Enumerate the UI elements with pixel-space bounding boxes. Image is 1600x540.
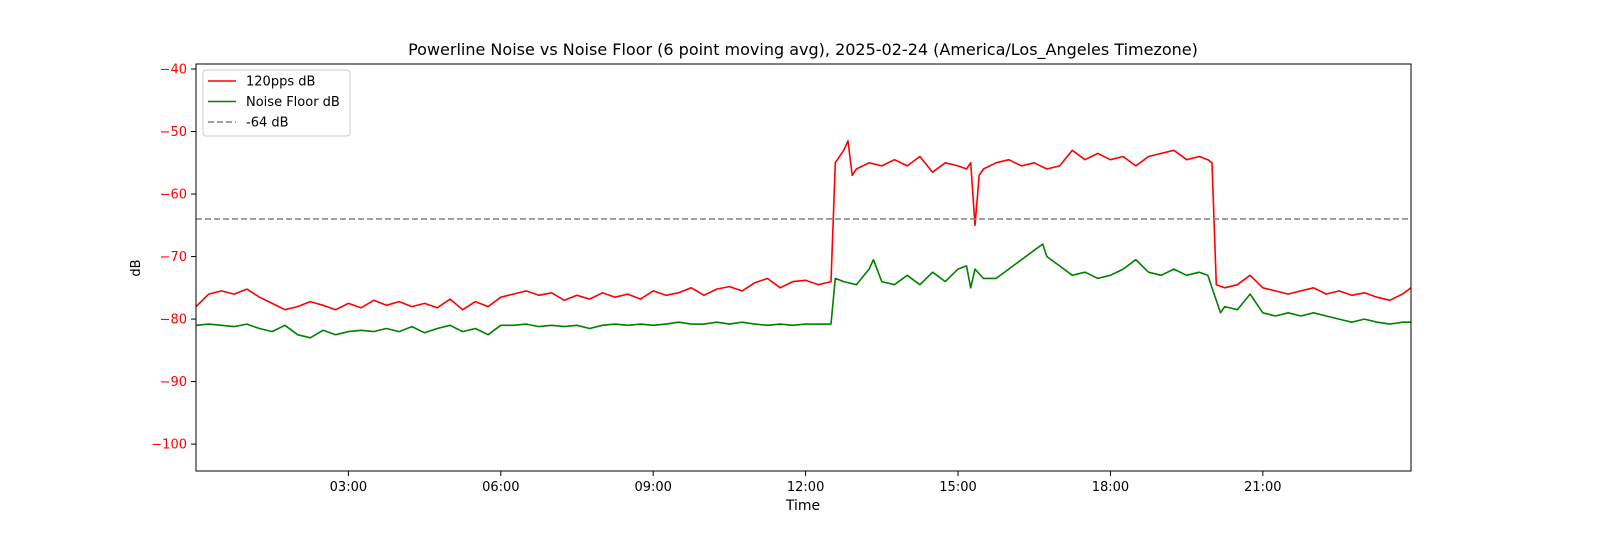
legend-label: 120pps dB [246,75,315,90]
y-axis-ticks: −40 −50 −60 −70 −80 −90 −100 [151,63,196,453]
series-line-1 [195,243,1411,339]
y-tick-label: −100 [151,438,187,453]
y-tick-label: −80 [160,313,187,328]
legend-label: Noise Floor dB [246,95,340,110]
legend-label: -64 dB [246,116,289,131]
x-axis-ticks: 03:00 06:00 09:00 12:00 15:00 18:00 21:00 [330,471,1282,495]
x-tick-label: 09:00 [634,480,671,495]
x-tick-label: 03:00 [330,480,367,495]
plot-lines [195,140,1412,339]
series-line-0 [195,140,1412,311]
y-tick-label: −90 [160,375,187,390]
x-tick-label: 21:00 [1244,480,1281,495]
x-tick-label: 06:00 [482,480,519,495]
y-tick-label: −60 [160,188,187,203]
chart-title: Powerline Noise vs Noise Floor (6 point … [408,40,1198,60]
y-tick-label: −40 [160,63,187,78]
x-axis-label: Time [785,498,820,514]
x-tick-label: 18:00 [1092,480,1129,495]
y-axis-label: dB [129,259,144,276]
legend-box [202,69,351,137]
y-tick-label: −50 [160,125,187,140]
legend-entries: 120pps dB Noise Floor dB -64 dB [208,75,340,131]
x-tick-label: 15:00 [939,480,976,495]
y-tick-label: −70 [160,250,187,265]
legend: 120pps dB Noise Floor dB -64 dB [202,69,351,137]
x-tick-label: 12:00 [787,480,824,495]
plot-frame [195,63,1412,472]
